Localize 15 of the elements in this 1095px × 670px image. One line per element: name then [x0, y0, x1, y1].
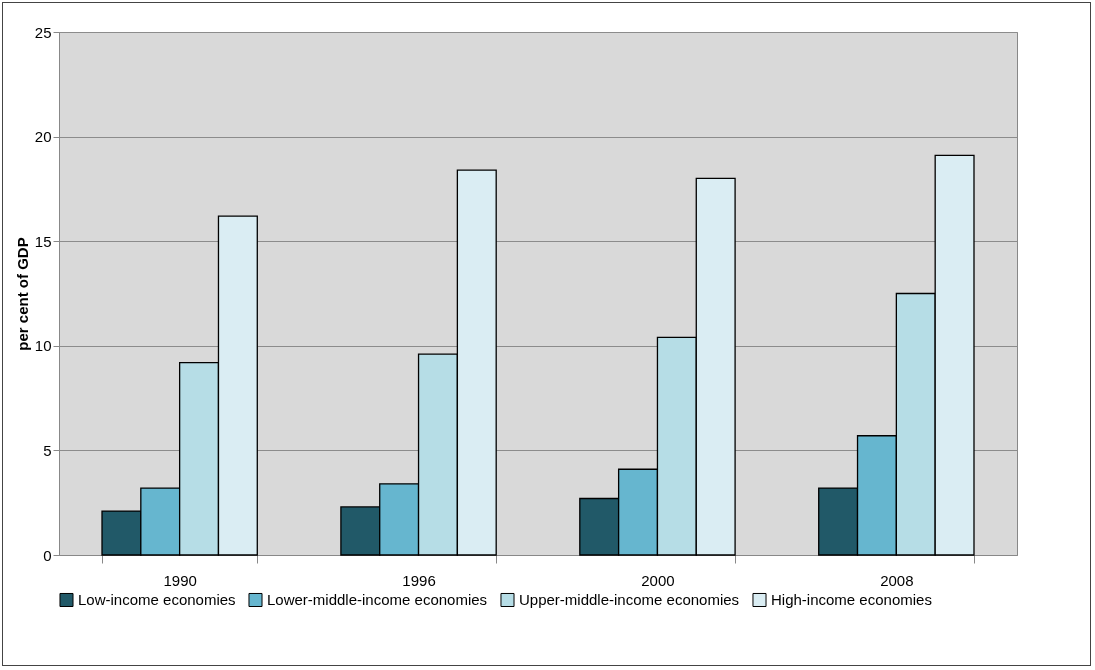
x-tick-label: 1990: [163, 571, 197, 589]
y-tick-label: 10: [34, 337, 52, 355]
y-tick-label: 0: [43, 546, 52, 564]
y-axis-title: per cent of GDP: [13, 237, 31, 351]
legend-label: High-income economies: [771, 590, 932, 608]
x-tick-label: 1996: [402, 571, 436, 589]
y-tick-label: 15: [34, 232, 52, 250]
legend-label: Upper-middle-income economies: [519, 590, 740, 608]
x-tick-label: 2008: [880, 571, 914, 589]
y-tick-label: 20: [34, 128, 52, 146]
y-tick-label: 25: [34, 23, 52, 41]
legend-label: Low-income economies: [78, 590, 236, 608]
x-tick-label: 2000: [641, 571, 675, 589]
legend-label: Lower-middle-income economies: [267, 590, 488, 608]
y-tick-label: 5: [43, 441, 52, 459]
